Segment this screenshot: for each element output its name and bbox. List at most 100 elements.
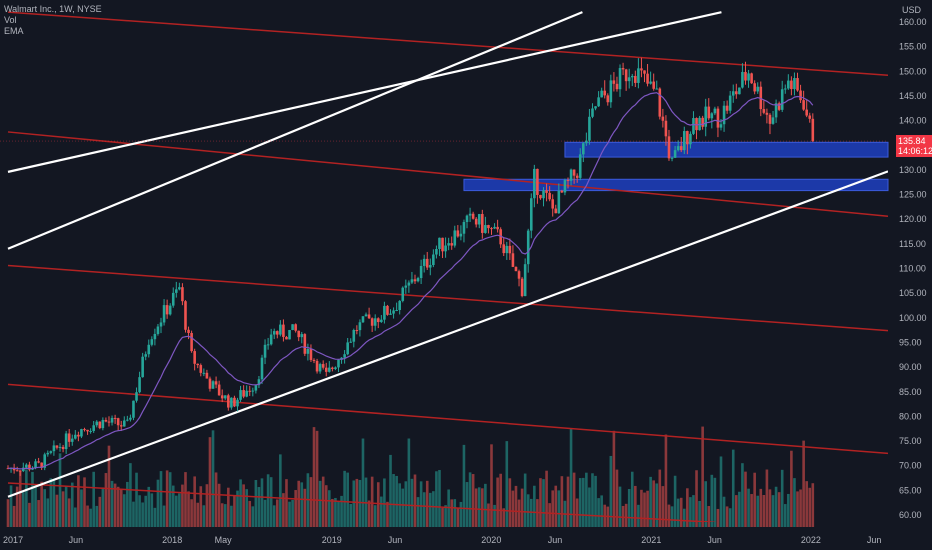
volume-bar [230,505,233,527]
volume-bar [511,490,515,527]
candle-body [28,464,31,470]
volume-bar [646,490,649,527]
time-tick-label: Jun [707,535,722,545]
volume-bar [618,486,622,527]
volume-bar [61,491,65,527]
volume-bar [670,506,674,527]
time-tick-label: 2017 [3,535,23,545]
volume-bar [162,505,166,527]
candle-body [223,395,227,399]
candle-body [646,73,649,84]
candle-body [477,214,481,225]
candle-body [621,68,625,70]
volume-bar [315,430,319,527]
candle-body [774,103,778,118]
candle-body [526,230,530,265]
candle-body [447,243,450,246]
candle-body [104,419,108,422]
candle-body [248,390,252,392]
volume-bar [756,495,760,527]
candle-body [159,322,163,327]
volume-bar [459,501,463,527]
time-axis[interactable]: 2017 Jun 2018 May 2019 Jun 2020 Jun 2021 Jun 2022 J… [3,535,881,545]
volume-bar [600,495,603,527]
volume-bar [588,487,591,527]
candle-body [58,446,62,448]
symbol-title[interactable]: Walmart Inc., 1W, NYSE [4,4,102,14]
candle-body [539,194,542,199]
ema-indicator-label[interactable]: EMA [4,26,24,36]
volume-bar [499,473,502,527]
volume-bar [334,497,337,527]
volume-bar [490,444,493,527]
volume-bar [150,493,154,527]
candle-body [98,421,102,429]
candle-body [428,264,432,268]
candle-body [808,115,812,119]
volume-bar [18,470,22,527]
candle-body [514,266,518,272]
candle-body [211,381,215,389]
candle-body [150,339,154,345]
volume-bar [367,500,371,527]
candle-body [481,214,484,233]
candle-body [471,213,475,219]
volume-bar [517,499,521,527]
volume-bar [370,476,374,527]
volume-bar [735,495,738,527]
volume-bar [242,484,245,527]
candle-body [520,278,524,297]
candle-body [74,434,77,439]
candle-body [300,334,304,338]
candle-body [22,467,25,472]
volume-bar [777,492,781,527]
volume-bar [233,495,236,527]
volume-bar [450,499,454,527]
candle-body [269,334,273,345]
volume-bar [165,470,169,527]
candle-body [113,417,117,419]
candle-body [783,88,787,90]
volume-bar [597,498,600,527]
volume-bar [132,501,135,527]
price-tick-label: 110.00 [899,264,926,274]
volume-bar [545,470,548,527]
volume-indicator-label[interactable]: Vol [4,15,17,25]
candle-body [122,420,126,427]
candle-body [193,351,196,364]
candle-body [545,190,548,193]
volume-bar [652,480,655,527]
candle-body [324,367,328,372]
candle-body [765,112,769,115]
volume-bar [193,476,196,527]
volume-bar [156,479,160,527]
volume-bar [554,485,558,527]
volume-bar [419,481,423,527]
volume-bar [40,481,43,527]
volume-bar [159,471,163,527]
candle-body [83,429,86,431]
candle-body [153,333,157,340]
volume-bar [245,489,248,527]
volume-bar [227,487,230,527]
price-axis[interactable]: USD 160.00155.00150.00145.00140.00135.00… [899,5,927,520]
volume-bar [6,499,10,527]
volume-bar [520,488,524,527]
volume-bar [637,504,640,527]
volume-bar [285,479,288,527]
volume-bar [337,501,340,527]
volume-bar [119,488,123,527]
volume-bar [190,499,193,527]
candle-body [92,425,95,431]
volume-bar [196,502,200,527]
candle-body [367,314,371,319]
volume-bar [22,492,25,527]
candle-body [156,326,160,334]
trendlines[interactable] [7,11,888,522]
volume-bar [572,472,576,527]
volume-bar [126,481,129,527]
candle-body [266,344,270,346]
volume-bar [251,506,255,527]
volume-bar [291,499,294,527]
